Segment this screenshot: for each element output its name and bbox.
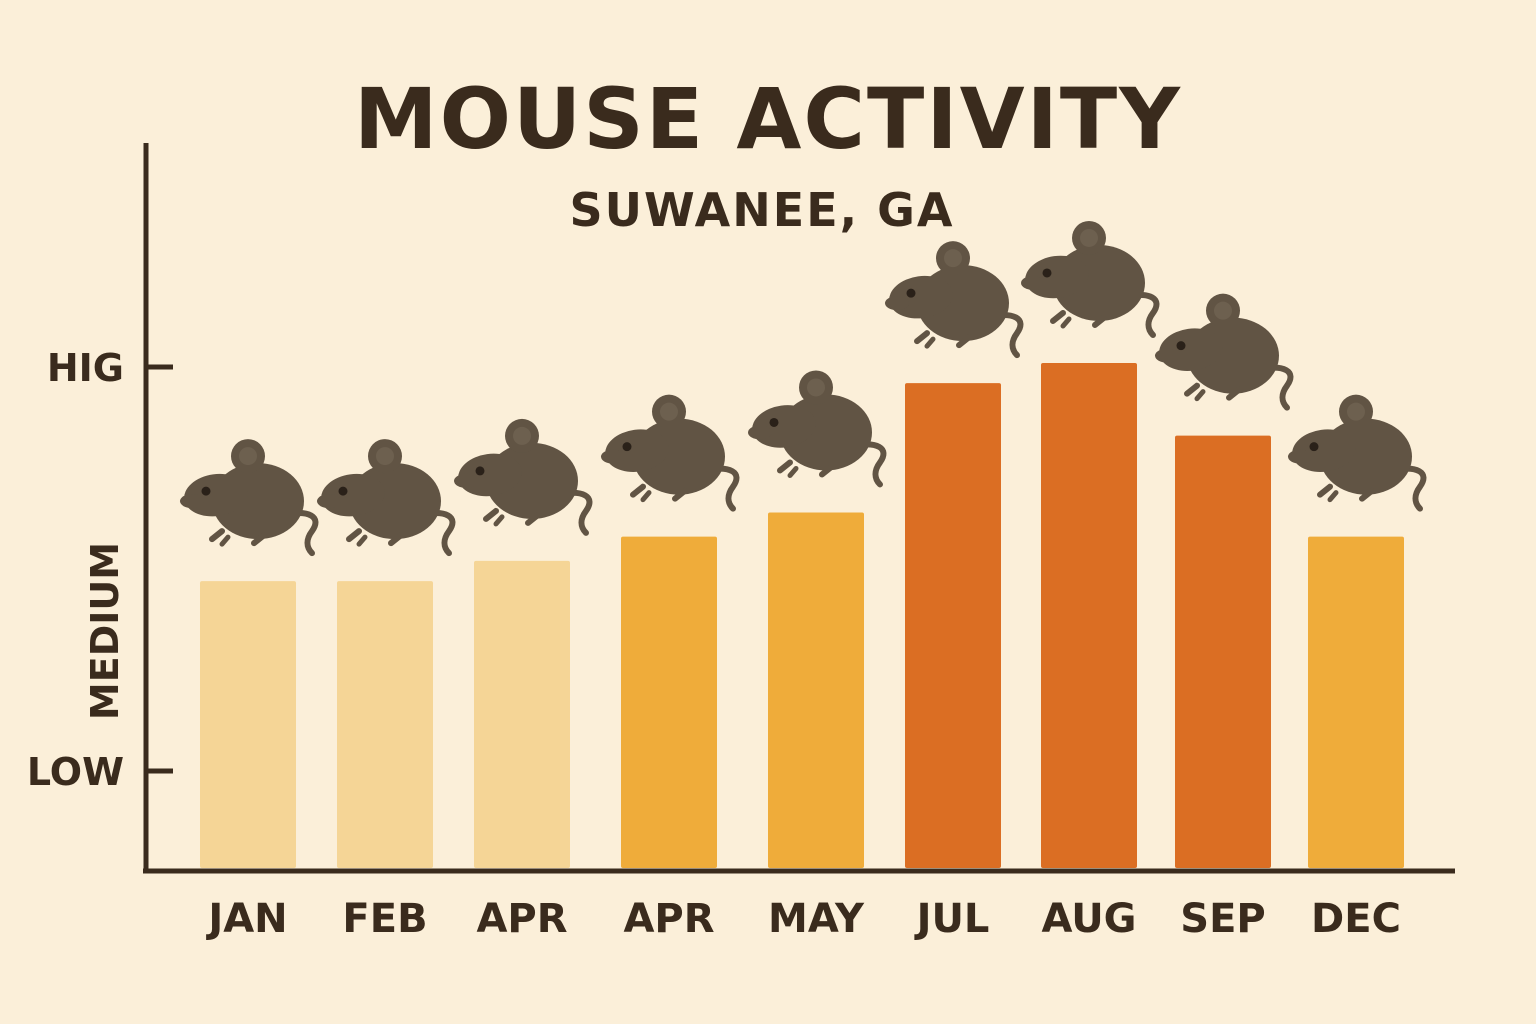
y-tick-label-medium: MEDIUM [83,542,127,720]
x-tick-label-jan-0: JAN [205,896,287,942]
mouse-icon [748,370,887,488]
bar-apr-2 [474,560,570,868]
mouse-icon [1021,220,1160,338]
x-tick-label-apr-3: APR [623,896,714,942]
mice-layer [180,220,1427,557]
bar-may-4 [768,512,864,868]
x-tick-label-apr-2: APR [476,896,567,942]
mouse-icon [180,439,319,557]
mouse-icon [317,439,456,557]
x-labels-layer: JAN FEB APR APR MAY JUL AUG SEP DEC [205,896,1401,942]
x-tick-label-feb-1: FEB [342,896,427,942]
bars-layer [200,362,1404,868]
x-tick-label-jul-5: JUL [914,896,990,942]
x-tick-label-may-4: MAY [768,896,865,942]
mouse-icon [601,394,740,512]
bar-apr-3 [621,536,717,868]
bar-aug-6 [1041,362,1137,868]
bar-jul-5 [905,383,1001,868]
bar-sep-7 [1175,435,1271,868]
mouse-icon [1288,394,1427,512]
mouse-icon [1155,293,1294,411]
x-tick-label-dec-8: DEC [1311,896,1401,942]
chart-subtitle: SUWANEE, GA [570,183,955,237]
y-tick-label-low: LOW [27,750,124,794]
y-ticks-layer: LOW MEDIUM HIG [27,346,173,794]
y-tick-label-hig: HIG [47,346,124,390]
mouse-icon [885,241,1024,359]
chart-title: MOUSE ACTIVITY [354,70,1182,168]
x-tick-label-aug-6: AUG [1041,896,1136,942]
mouse-icon [454,418,593,536]
bar-jan-0 [200,581,296,868]
bar-dec-8 [1308,536,1404,868]
bar-feb-1 [337,581,433,868]
x-tick-label-sep-7: SEP [1180,896,1265,942]
